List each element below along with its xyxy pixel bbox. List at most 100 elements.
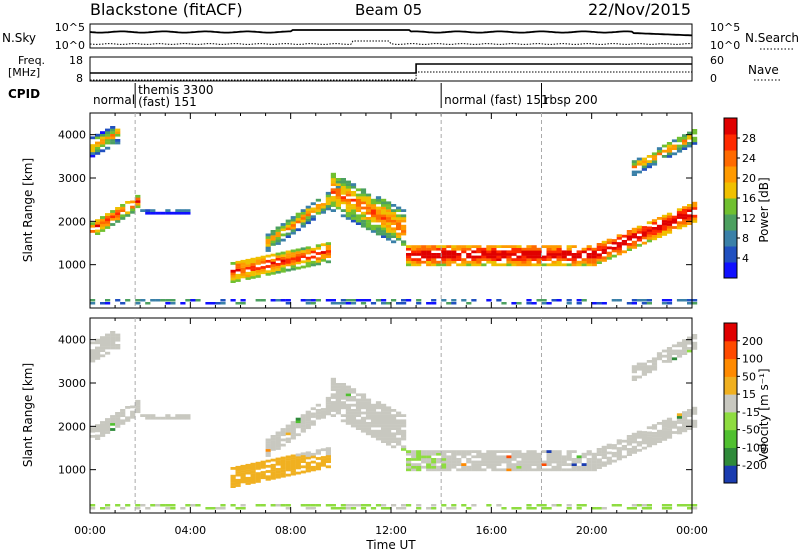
velocity-cell <box>205 507 211 510</box>
velocity-cell <box>401 414 407 417</box>
velocity-cell <box>315 457 321 460</box>
velocity-cell <box>682 419 688 422</box>
velocity-cell <box>280 438 286 442</box>
velocity-cell <box>466 465 472 469</box>
power-cell <box>441 245 447 248</box>
power-cell <box>345 204 351 207</box>
power-cell <box>325 242 331 245</box>
power-cell <box>586 263 592 267</box>
power-cell <box>631 173 637 176</box>
velocity-cell <box>275 468 281 471</box>
velocity-cell <box>601 464 607 467</box>
velocity-cell <box>350 424 357 428</box>
velocity-cell <box>305 413 311 417</box>
nsky-tick-bottom: 10^0 <box>55 39 85 52</box>
velocity-cell <box>441 460 447 464</box>
power-cell <box>687 214 693 218</box>
velocity-cell <box>636 441 642 444</box>
velocity-cell <box>616 449 622 453</box>
velocity-cell <box>320 461 326 465</box>
nave-line <box>90 71 692 81</box>
power-cell <box>275 265 281 269</box>
velocity-cell <box>110 420 116 424</box>
velocity-cell <box>461 504 467 507</box>
power-cell <box>401 227 407 231</box>
velocity-cell <box>692 412 698 415</box>
velocity-cell <box>561 458 567 461</box>
velocity-cell <box>631 438 637 441</box>
power-cell <box>661 233 668 236</box>
power-cell <box>616 234 622 238</box>
velocity-cell <box>401 437 407 441</box>
velocity-cell <box>145 414 151 417</box>
power-cell <box>295 217 301 221</box>
velocity-cell <box>120 411 126 415</box>
power-cell <box>375 206 382 210</box>
velocity-cell <box>576 465 582 469</box>
power-cell <box>646 302 652 305</box>
nsky-frame <box>89 23 693 49</box>
power-cell <box>446 260 452 264</box>
power-cell <box>441 253 447 256</box>
x-tick-label: 08:00 <box>275 524 307 537</box>
power-cell <box>265 243 271 247</box>
velocity-cell <box>516 452 522 456</box>
power-cell <box>646 231 652 235</box>
power-cell <box>406 253 412 256</box>
velocity-cell <box>355 504 362 507</box>
velocity-cell <box>386 442 392 446</box>
velocity-cell <box>100 338 106 342</box>
velocity-cell <box>230 480 236 483</box>
power-cell <box>145 209 151 212</box>
velocity-cell <box>391 427 397 430</box>
velocity-cell <box>295 463 301 467</box>
power-cell <box>551 255 557 259</box>
velocity-cell <box>245 479 251 483</box>
velocity-cell <box>591 507 597 510</box>
power-cell <box>616 249 622 253</box>
velocity-cell <box>240 470 246 473</box>
velocity-cell <box>110 338 116 342</box>
power-cell <box>300 214 306 218</box>
velocity-cell <box>396 427 402 430</box>
power-cell <box>330 299 336 302</box>
power-cell <box>641 241 647 245</box>
velocity-cell <box>556 450 562 453</box>
velocity-cell <box>280 430 286 434</box>
power-cell <box>350 206 357 210</box>
velocity-cell <box>335 406 341 410</box>
power-cell <box>290 249 296 253</box>
power-cell <box>386 217 392 220</box>
velocity-cell <box>350 390 357 394</box>
power-cell <box>340 209 346 212</box>
velocity-cell <box>265 446 271 450</box>
colorbar-tick-label: -100 <box>742 441 767 454</box>
velocity-cell <box>661 349 668 353</box>
velocity-cell <box>325 460 331 463</box>
velocity-cell <box>381 411 387 415</box>
velocity-cell <box>656 354 663 358</box>
velocity-cell <box>391 437 397 441</box>
power-cell <box>391 204 397 207</box>
power-cell <box>110 217 116 221</box>
velocity-cell <box>375 422 382 425</box>
power-cell <box>606 251 612 255</box>
power-cell <box>270 235 276 238</box>
velocity-cell <box>285 463 291 467</box>
power-cell <box>586 245 592 248</box>
velocity-cell <box>335 388 341 391</box>
power-cell <box>381 299 387 302</box>
power-cell <box>631 170 637 174</box>
velocity-cell <box>90 507 96 510</box>
power-cell <box>280 254 286 257</box>
power-cell <box>95 133 101 137</box>
velocity-cell <box>631 445 637 449</box>
velocity-cell <box>90 427 96 430</box>
velocity-cell <box>651 360 658 363</box>
velocity-cell <box>110 341 116 345</box>
velocity-cell <box>661 438 668 441</box>
velocity-cell <box>692 336 698 340</box>
velocity-cell <box>325 447 331 450</box>
power-cell <box>651 162 658 166</box>
velocity-cell <box>661 427 668 431</box>
